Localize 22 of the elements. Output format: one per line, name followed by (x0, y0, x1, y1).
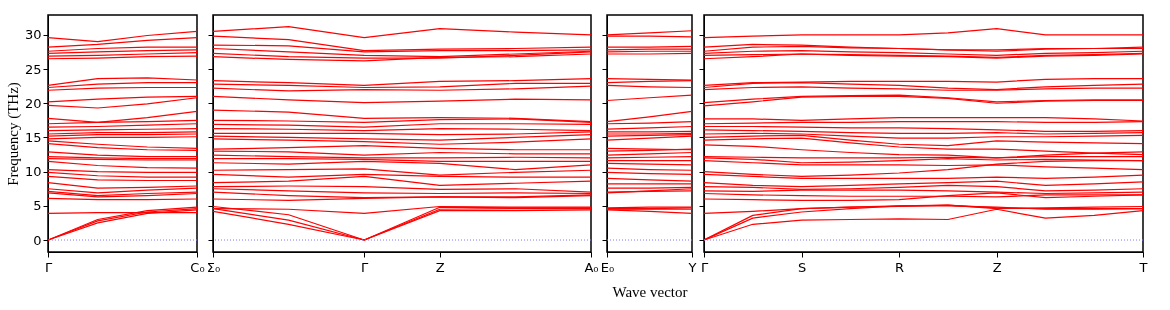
x-tick-label: Z (435, 259, 445, 275)
y-axis-title: Frequency (THz) (4, 82, 22, 186)
x-tick-label: Γ (44, 259, 53, 275)
y-tick-label: 25 (24, 61, 42, 77)
y-tick-label: 10 (24, 164, 42, 180)
x-tick-label: T (1138, 259, 1148, 275)
y-tick-label: 5 (33, 198, 42, 214)
x-tick-label: Σ₀ (206, 259, 221, 275)
x-tick-label: Y (687, 259, 697, 275)
y-tick-label: 20 (24, 95, 42, 111)
x-tick-label: C₀ (190, 259, 205, 275)
x-tick-label: Z (992, 259, 1002, 275)
x-axis-title: Wave vector (612, 283, 688, 300)
y-tick-label: 30 (24, 27, 42, 43)
x-tick-label: R (895, 259, 905, 275)
x-tick-label: S (797, 259, 807, 275)
x-tick-label: Γ (700, 259, 709, 275)
x-tick-label: A₀ (584, 259, 599, 275)
y-tick-label: 0 (33, 232, 42, 248)
x-tick-label: E₀ (600, 259, 615, 275)
x-tick-label: Γ (361, 259, 370, 275)
y-tick-label: 15 (24, 129, 42, 145)
